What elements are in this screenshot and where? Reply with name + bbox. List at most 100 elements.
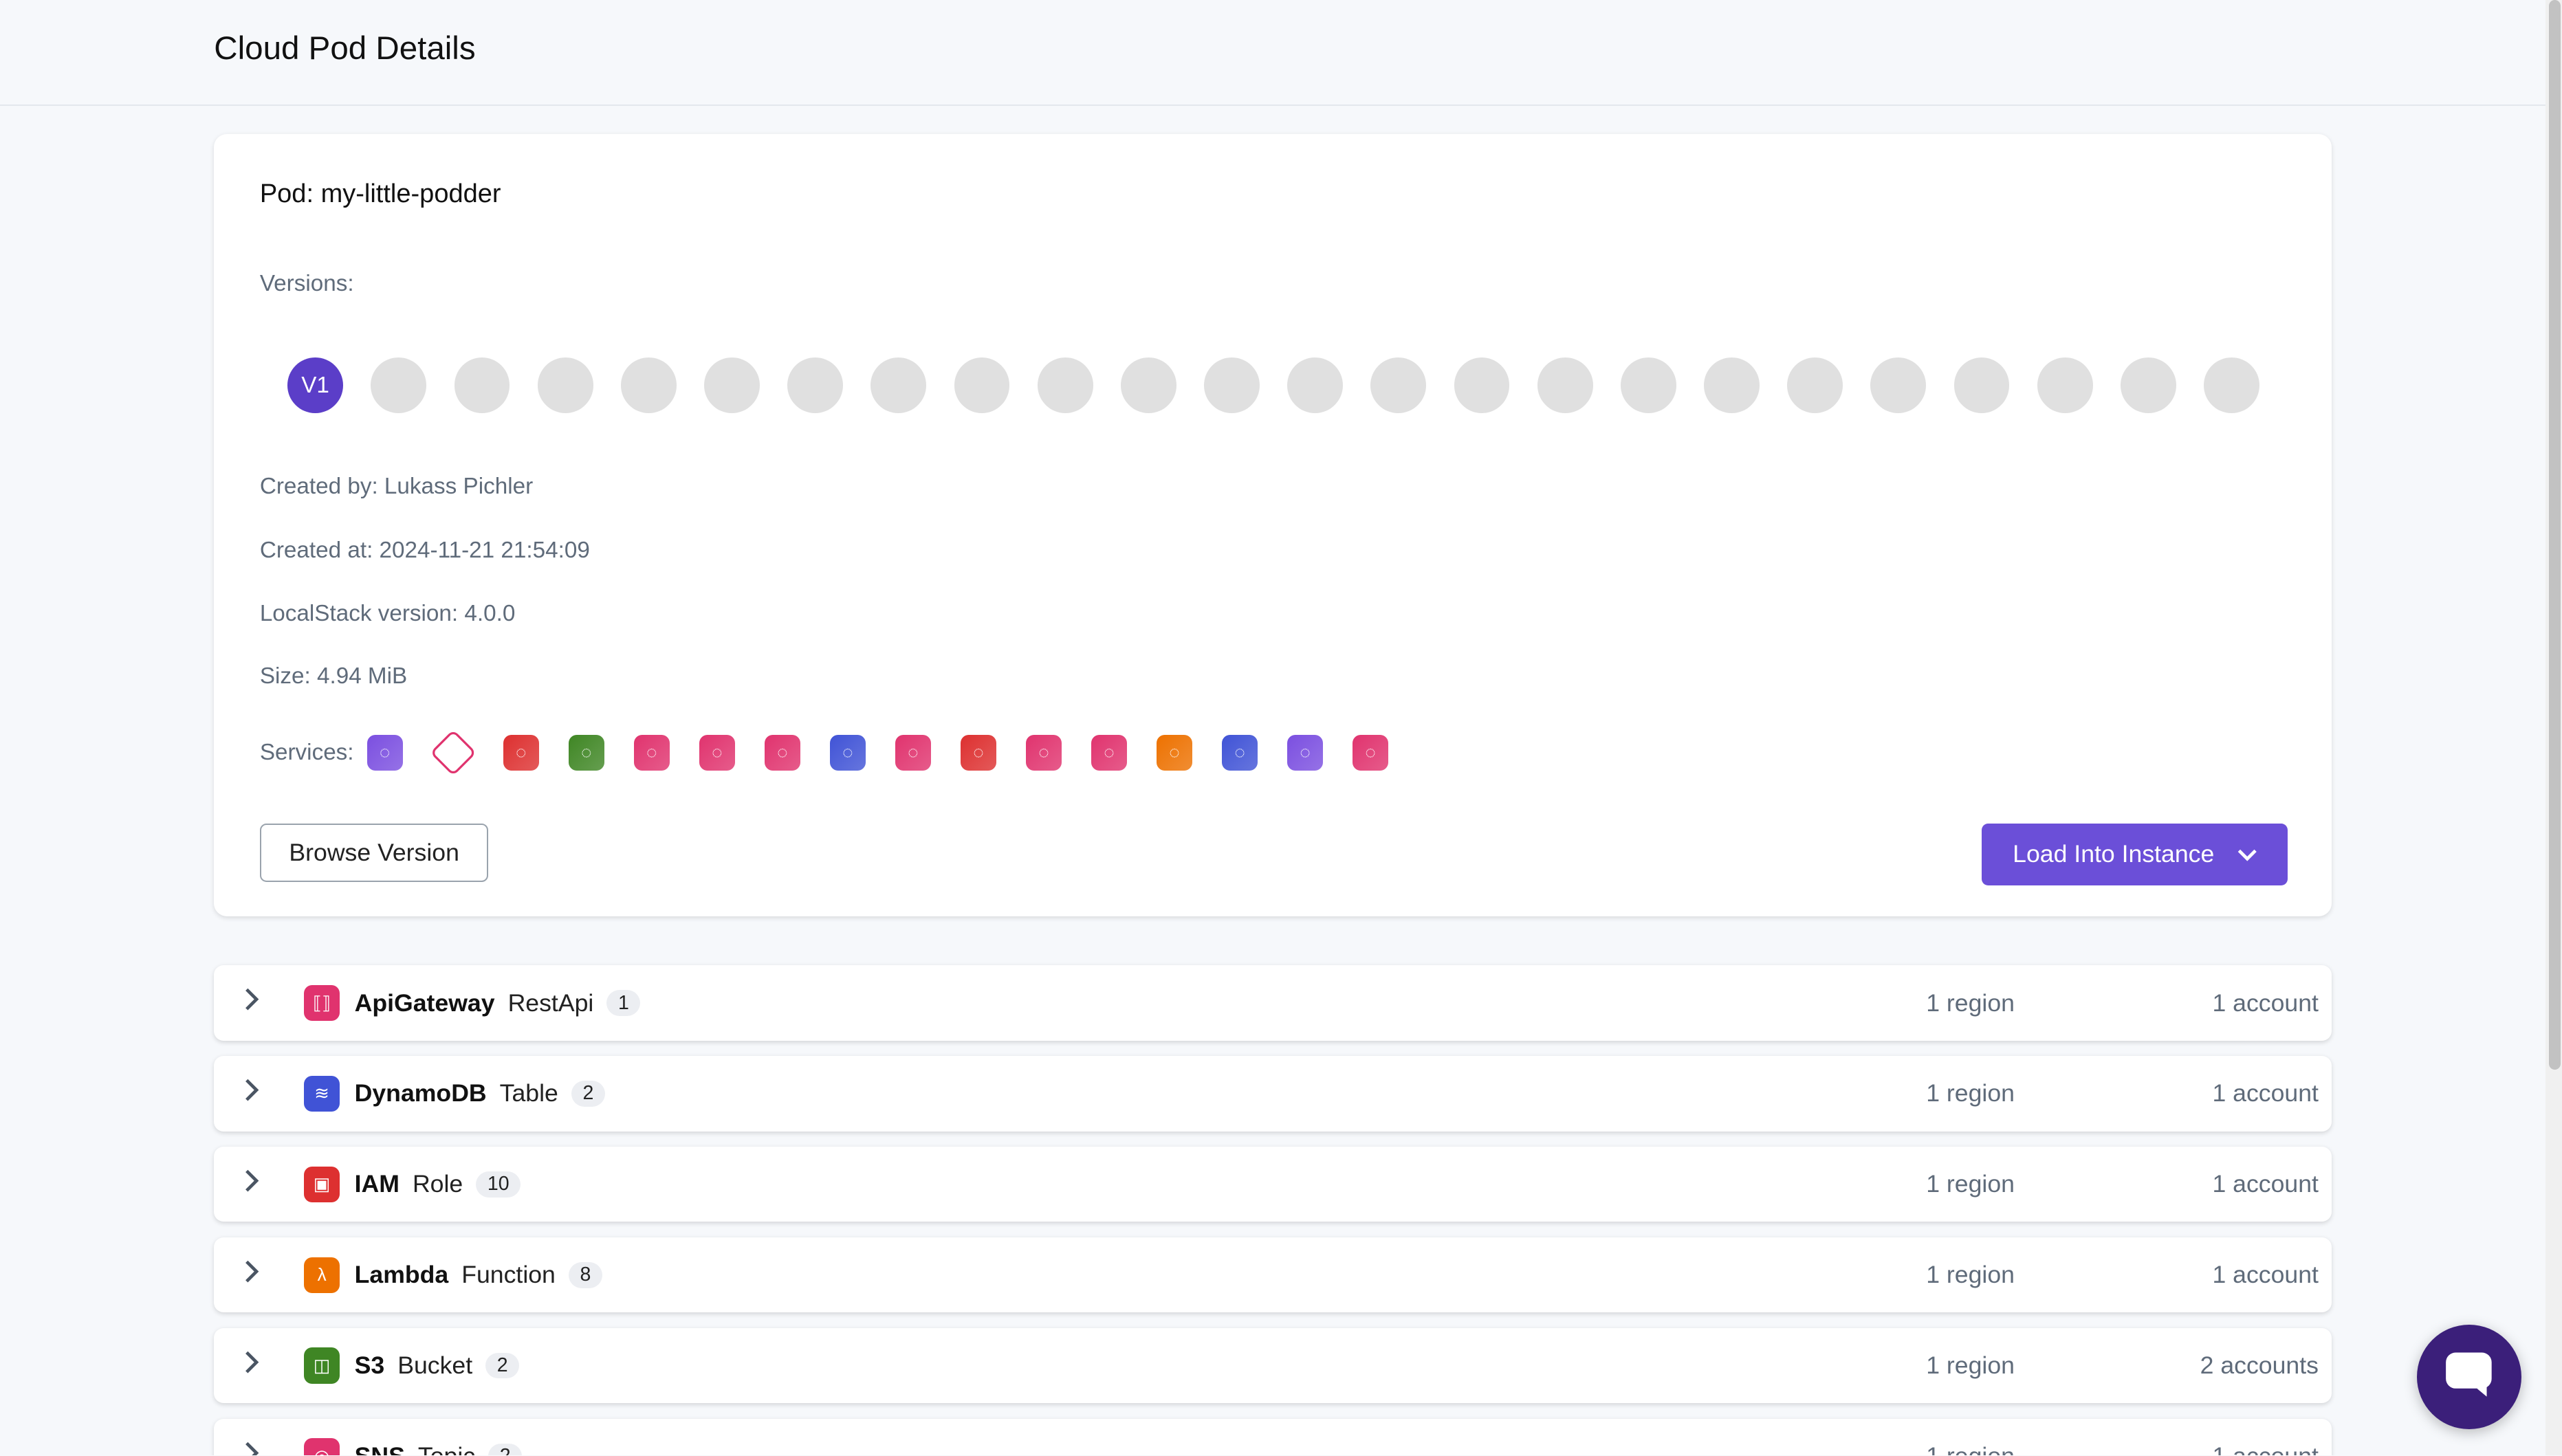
sqs-icon: ◌ bbox=[764, 734, 800, 771]
version-dot[interactable] bbox=[537, 357, 593, 414]
region-count: 1 region bbox=[1926, 1170, 2015, 1198]
iam-icon: ▣ bbox=[303, 1166, 340, 1202]
pod-details-card: Pod: my-little-podder Versions: V1 Creat… bbox=[214, 133, 2332, 917]
sns-icon: ◌ bbox=[1025, 734, 1062, 771]
region-count: 1 region bbox=[1926, 1352, 2015, 1380]
load-label: Load Into Instance bbox=[2013, 840, 2215, 868]
apigateway-icon: ◌ bbox=[1091, 734, 1128, 771]
chevron-right-icon[interactable] bbox=[243, 1442, 260, 1456]
version-dot[interactable] bbox=[1537, 357, 1593, 414]
region-count: 1 region bbox=[1926, 1079, 2015, 1107]
pod-size: Size: 4.94 MiB bbox=[259, 663, 408, 689]
resource-type: Bucket bbox=[397, 1352, 473, 1380]
version-dot[interactable] bbox=[871, 357, 927, 414]
versions-label: Versions: bbox=[259, 271, 354, 297]
eventbridge-icon: ◌ bbox=[633, 734, 670, 771]
version-dot[interactable] bbox=[371, 357, 427, 414]
resource-row-sns[interactable]: ◎ SNS Topic 2 1 region 1 account bbox=[214, 1418, 2332, 1456]
region-count: 1 region bbox=[1926, 989, 2015, 1017]
version-dot[interactable] bbox=[2120, 357, 2176, 414]
kinesis-icon: ◌ bbox=[1287, 734, 1324, 771]
chevron-right-icon[interactable] bbox=[243, 988, 260, 1017]
service-name: ApiGateway bbox=[354, 989, 495, 1017]
service-name: SNS bbox=[355, 1442, 405, 1455]
version-v1[interactable]: V1 bbox=[287, 357, 343, 414]
s3-icon: ◌ bbox=[568, 734, 604, 771]
services-list: Services: ◌ ◌ ◌ ◌ ◌ ◌ ◌ ◌ ◌ ◌ ◌ ◌ ◌ ◌ ◌ ◌ bbox=[259, 729, 1418, 776]
version-dot[interactable] bbox=[1704, 357, 1760, 414]
step-functions-icon: ◌ bbox=[699, 734, 735, 771]
resource-row-dynamodb[interactable]: ≋ DynamoDB Table 2 1 region 1 account bbox=[214, 1056, 2332, 1132]
chevron-right-icon[interactable] bbox=[243, 1079, 260, 1108]
version-dot[interactable] bbox=[454, 357, 510, 414]
account-count: 1 account bbox=[2212, 1442, 2319, 1455]
resource-type: Role bbox=[412, 1170, 463, 1198]
service-name: S3 bbox=[354, 1352, 385, 1380]
sns-icon: ◎ bbox=[303, 1438, 340, 1456]
version-dot[interactable] bbox=[1870, 357, 1927, 414]
dynamodb-streams-icon: ◌ bbox=[1221, 734, 1258, 771]
service-name: Lambda bbox=[354, 1261, 449, 1289]
chevron-right-icon[interactable] bbox=[243, 1260, 260, 1290]
resource-row-iam[interactable]: ▣ IAM Role 10 1 region 1 account bbox=[214, 1147, 2332, 1222]
account-count: 2 accounts bbox=[2200, 1352, 2319, 1380]
count-badge: 2 bbox=[488, 1443, 523, 1456]
browse-version-button[interactable]: Browse Version bbox=[259, 823, 489, 883]
version-dot[interactable] bbox=[1953, 357, 2010, 414]
region-count: 1 region bbox=[1926, 1442, 2015, 1455]
version-dot[interactable] bbox=[787, 357, 844, 414]
version-dot[interactable] bbox=[1120, 357, 1176, 414]
resource-type: Topic bbox=[418, 1442, 475, 1455]
count-badge: 2 bbox=[571, 1081, 605, 1107]
version-dot[interactable] bbox=[954, 357, 1010, 414]
lambda-icon: ◌ bbox=[1156, 734, 1193, 771]
version-dot[interactable] bbox=[704, 357, 760, 414]
chevron-down-icon bbox=[2237, 840, 2257, 868]
service-name: IAM bbox=[354, 1170, 399, 1198]
version-dot[interactable] bbox=[1787, 357, 1843, 414]
apigatewayv2-icon: ◌ bbox=[1353, 734, 1389, 771]
sts-icon: ◌ bbox=[960, 734, 997, 771]
account-count: 1 account bbox=[2212, 989, 2319, 1017]
load-into-instance-button[interactable]: Load Into Instance bbox=[1982, 823, 2288, 885]
resource-row-lambda[interactable]: λ Lambda Function 8 1 region 1 account bbox=[214, 1237, 2332, 1313]
s3-icon: ◫ bbox=[303, 1347, 340, 1384]
count-badge: 1 bbox=[606, 990, 641, 1016]
cloudfront-icon: ◌ bbox=[366, 734, 403, 771]
page-title: Cloud Pod Details bbox=[214, 30, 476, 67]
service-name: DynamoDB bbox=[354, 1079, 487, 1107]
services-label: Services: bbox=[259, 739, 354, 765]
version-dot[interactable] bbox=[1287, 357, 1344, 414]
cloudwatch-logs-icon: ◌ bbox=[895, 734, 932, 771]
account-count: 1 account bbox=[2212, 1170, 2319, 1198]
chevron-right-icon[interactable] bbox=[243, 1351, 260, 1380]
resource-row-s3[interactable]: ◫ S3 Bucket 2 1 region 2 accounts bbox=[214, 1327, 2332, 1404]
count-badge: 2 bbox=[485, 1352, 520, 1379]
version-dot[interactable] bbox=[1204, 357, 1260, 414]
scrollbar-thumb[interactable] bbox=[2549, 0, 2561, 1070]
chevron-right-icon[interactable] bbox=[243, 1169, 260, 1199]
resource-row-apigateway[interactable]: ⟦⟧ ApiGateway RestApi 1 1 region 1 account bbox=[214, 965, 2332, 1041]
version-dot[interactable] bbox=[1037, 357, 1093, 414]
chat-icon bbox=[2441, 1346, 2497, 1409]
localstack-version: LocalStack version: 4.0.0 bbox=[259, 601, 516, 627]
account-count: 1 account bbox=[2212, 1261, 2319, 1289]
scrollbar[interactable] bbox=[2545, 0, 2562, 1456]
page-header: Cloud Pod Details bbox=[0, 0, 2546, 107]
version-dot[interactable] bbox=[1370, 357, 1427, 414]
version-dot[interactable] bbox=[620, 357, 677, 414]
version-dot[interactable] bbox=[1454, 357, 1510, 414]
version-dot[interactable] bbox=[2037, 357, 2093, 414]
pod-title: Pod: my-little-podder bbox=[259, 179, 501, 209]
chat-button[interactable] bbox=[2416, 1325, 2521, 1430]
dynamodb-icon: ◌ bbox=[829, 734, 866, 771]
region-count: 1 region bbox=[1926, 1261, 2015, 1289]
resource-groups-tagging-icon: ◌ bbox=[429, 729, 477, 776]
resource-type: RestApi bbox=[507, 989, 594, 1017]
dynamodb-icon: ≋ bbox=[303, 1075, 340, 1112]
version-dot[interactable] bbox=[1620, 357, 1676, 414]
resource-type: Table bbox=[499, 1079, 558, 1107]
version-dot[interactable] bbox=[2204, 357, 2259, 414]
version-timeline: V1 bbox=[287, 357, 2259, 414]
apigateway-icon: ⟦⟧ bbox=[303, 984, 340, 1022]
